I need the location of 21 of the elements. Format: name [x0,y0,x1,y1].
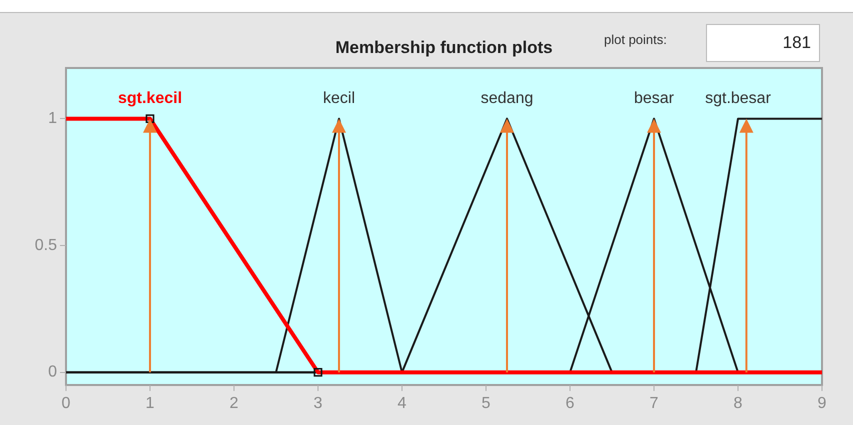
x-tick-label: 7 [650,395,659,412]
x-tick-label: 2 [230,395,239,412]
y-tick-label: 1 [48,110,58,128]
text-field: 181 [706,24,820,62]
series-label: kecil [322,90,356,108]
x-tick-label: 3 [314,395,323,412]
x-tick-label: 0 [62,395,71,412]
series-label: sedang [480,90,534,108]
chart-title: Membership function plots [335,38,553,57]
y-tick-label: 0.5 [34,236,58,254]
y-tick-label: 0 [48,364,58,381]
series-label: sgt.kecil [118,90,182,108]
x-tick-label: 4 [398,395,407,412]
x-tick-label: 1 [146,395,155,412]
x-tick-label: 9 [818,395,827,412]
series-label: sgt.besar [705,90,772,108]
text: plot points: [604,32,667,47]
x-tick-label: 6 [566,395,575,412]
series-label: besar [634,90,675,108]
x-tick-label: 8 [734,395,743,412]
x-tick-label: 5 [482,395,491,412]
